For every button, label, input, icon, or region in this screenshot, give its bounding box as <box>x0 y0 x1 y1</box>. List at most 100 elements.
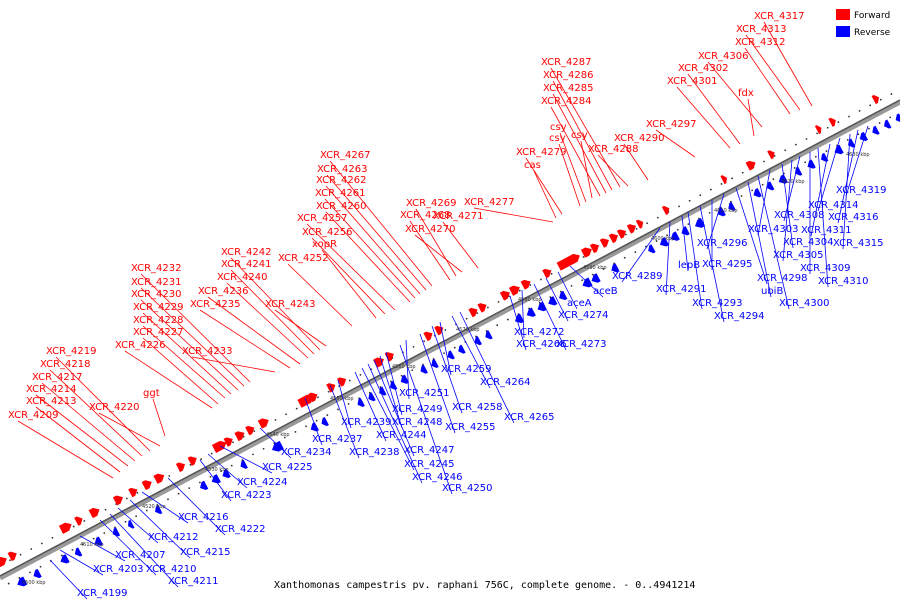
gene-label: XCR_4314 <box>808 200 859 211</box>
forward-gene-arrow <box>187 456 197 466</box>
label-leader-line <box>676 86 731 149</box>
forward-gene-arrow <box>745 160 756 171</box>
track-dot <box>326 414 329 416</box>
track-dot <box>305 425 307 428</box>
label-leader-line <box>324 198 416 299</box>
track-dot <box>497 301 500 303</box>
label-leader-line <box>354 371 387 442</box>
gene-label: XCR_4199 <box>77 588 128 599</box>
track-dot <box>453 346 456 349</box>
label-leader-line <box>845 125 869 197</box>
gene-label: XCR_4274 <box>558 310 609 321</box>
forward-gene-arrow <box>814 125 822 135</box>
label-leader-line <box>49 559 88 600</box>
forward-gene-arrow <box>626 224 636 234</box>
track-dot <box>773 154 776 157</box>
scale-tick-label: 4610 kbp <box>714 208 738 214</box>
gene-label: XCR_4286 <box>543 70 594 81</box>
gene-label: XCR_4258 <box>452 402 503 413</box>
legend-forward-swatch <box>836 9 850 20</box>
gene-label: XCR_4230 <box>131 289 182 300</box>
label-leader-line <box>687 73 741 145</box>
legend: Forward Reverse <box>836 9 891 38</box>
label-leader-line <box>621 227 661 283</box>
reverse-gene-arrow <box>447 350 455 360</box>
forward-gene-arrow <box>616 229 627 239</box>
gene-label: XCR_4300 <box>779 298 830 309</box>
track-dot <box>518 289 521 292</box>
gene-label: XCR_4207 <box>115 550 166 561</box>
label-leader-line <box>405 339 410 400</box>
track-dot <box>295 407 298 410</box>
gene-label: XCR_4298 <box>757 273 808 284</box>
track-dot <box>294 431 297 433</box>
label-leader-line <box>552 93 607 194</box>
track-dot <box>348 379 351 382</box>
track-dot <box>890 93 893 95</box>
label-leader-line <box>59 549 104 576</box>
gene-label: XCR_4229 <box>133 302 184 313</box>
label-leader-line <box>559 132 587 203</box>
track-dot <box>814 155 817 158</box>
gene-label: XCR_4296 <box>697 238 748 249</box>
label-leader-line <box>451 315 491 389</box>
track-dot <box>889 116 892 119</box>
reverse-gene-arrow <box>753 188 762 198</box>
gene-label: XCR_4211 <box>168 576 219 587</box>
gene-label: XCR_4234 <box>281 447 332 458</box>
gene-label: XCR_4284 <box>541 96 592 107</box>
scale-tick-label: 4620 kbp <box>781 179 805 185</box>
gene-label: XCR_4268 <box>400 210 451 221</box>
track-dot <box>327 390 330 393</box>
genome-backbone <box>0 93 900 585</box>
label-leader-line <box>129 499 191 559</box>
track-dot <box>220 470 223 473</box>
gene-label: XCR_4290 <box>614 133 665 144</box>
scale-tick-label: 4500 kbp <box>22 580 46 586</box>
label-leader-line <box>655 129 696 158</box>
reverse-gene-arrow <box>458 344 466 354</box>
reverse-gene-arrow <box>537 301 547 312</box>
genome-caption: Xanthomonas campestris pv. raphani 756C,… <box>274 580 695 591</box>
track-dot <box>826 126 829 129</box>
forward-gene-arrow <box>7 551 17 562</box>
reverse-gene-arrow <box>60 554 70 564</box>
gene-label: XCR_4261 <box>315 188 366 199</box>
track-dot <box>125 497 128 500</box>
reverse-gene-arrow <box>767 181 775 191</box>
label-leader-line <box>745 34 801 111</box>
scale-tick-label: 4590 kbp <box>583 265 607 271</box>
track-dot <box>71 548 74 551</box>
scale-tick-label: 4510 kbp <box>80 542 104 548</box>
forward-gene-arrow <box>767 150 775 160</box>
label-leader-line <box>337 379 352 429</box>
gene-label: XCR_4288 <box>588 144 639 155</box>
forward-gene-arrow <box>74 516 83 526</box>
gene-label: XCR_4263 <box>317 164 368 175</box>
label-leader-line <box>744 47 791 115</box>
label-leader-line <box>98 412 161 447</box>
gene-label: XCR_4272 <box>514 327 565 338</box>
track-dot <box>200 458 203 461</box>
track-dot <box>602 268 605 270</box>
label-leader-line <box>199 309 291 369</box>
gene-label: XCR_4302 <box>678 63 729 74</box>
legend-reverse-label: Reverse <box>854 28 891 38</box>
reverse-gene-arrow <box>778 174 788 184</box>
label-leader-line <box>747 181 772 298</box>
gene-label: XCR_4222 <box>215 524 266 535</box>
forward-gene-arrow <box>434 325 444 336</box>
forward-gene-arrow <box>175 462 186 472</box>
gene-label: XCR_4313 <box>736 24 787 35</box>
label-leader-line <box>191 356 276 373</box>
gene-label: XCR_4233 <box>182 346 233 357</box>
label-leader-line <box>41 382 136 462</box>
label-leader-line <box>521 289 525 339</box>
forward-gene-arrow <box>468 307 478 318</box>
track-dot <box>283 436 286 439</box>
gene-label: ubiB <box>761 286 783 297</box>
gene-label: XCR_4297 <box>646 119 697 130</box>
track-dot <box>837 121 840 124</box>
label-leader-line <box>782 159 793 262</box>
scale-tick-label: 4580 kbp <box>518 297 542 303</box>
